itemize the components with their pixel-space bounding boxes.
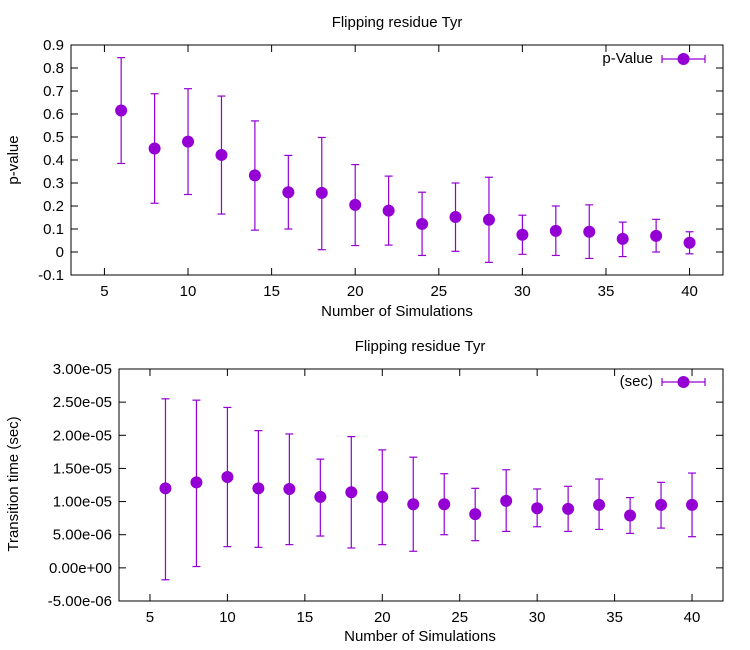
- data-point: [115, 104, 128, 117]
- chart-1-y-axis: -0.1 0 0.1 0.2 0.3 0.4 0.5 0.6 0.7 0.8 0.9: [38, 37, 723, 284]
- chart-2-legend-label: (sec): [620, 373, 653, 390]
- data-point: [215, 148, 228, 161]
- x-tick-label: 20: [374, 609, 391, 626]
- chart-p-value: Flipping residue Tyr -0.1 0 0.1 0.2 0.3 0.4 0.…: [5, 14, 724, 320]
- data-point: [182, 135, 195, 148]
- y-tick-label: 1.00e-05: [53, 494, 112, 511]
- data-point: [624, 509, 637, 522]
- x-tick-label: 40: [681, 283, 698, 300]
- y-tick-label: 0.6: [43, 106, 64, 123]
- data-point: [516, 228, 529, 241]
- data-point: [449, 211, 462, 224]
- x-tick-label: 5: [100, 283, 108, 300]
- data-point: [438, 498, 451, 511]
- data-point: [416, 217, 429, 230]
- x-tick-label: 30: [514, 283, 531, 300]
- y-tick-label: 0.1: [43, 221, 64, 238]
- y-tick-label: 5.00e-06: [53, 527, 112, 544]
- x-tick-label: 5: [146, 609, 154, 626]
- data-point: [562, 502, 575, 515]
- chart-1-legend-label: p-Value: [602, 50, 653, 67]
- x-tick-label: 10: [219, 609, 236, 626]
- y-tick-label: 2.50e-05: [53, 394, 112, 411]
- data-point: [248, 169, 261, 182]
- chart-2-x-axis-label: Number of Simulations: [344, 628, 496, 645]
- data-point: [531, 502, 544, 515]
- data-point: [655, 498, 668, 511]
- x-tick-label: 35: [598, 283, 615, 300]
- x-tick-label: 15: [263, 283, 280, 300]
- chart-2-y-axis: -5.00e-06 0.00e+00 5.00e-06 1.00e-05 1.50e-0…: [48, 361, 723, 610]
- data-point: [190, 476, 203, 489]
- y-tick-label: 0: [56, 244, 64, 261]
- data-point: [282, 186, 295, 199]
- chart-1-x-axis-label: Number of Simulations: [321, 303, 473, 320]
- x-tick-label: 40: [684, 609, 701, 626]
- data-point: [221, 471, 234, 484]
- data-point: [616, 232, 629, 245]
- chart-1-y-axis-label: p-value: [5, 135, 22, 184]
- y-tick-label: 0.9: [43, 37, 64, 54]
- y-tick-label: 2.00e-05: [53, 427, 112, 444]
- chart-1-legend-marker: [661, 53, 706, 65]
- data-point: [583, 225, 596, 238]
- data-point: [314, 490, 327, 503]
- chart-2-legend: (sec): [620, 373, 706, 390]
- x-tick-label: 15: [297, 609, 314, 626]
- data-point: [469, 508, 482, 521]
- y-tick-label: -0.1: [38, 267, 64, 284]
- y-tick-label: 0.7: [43, 83, 64, 100]
- data-point: [349, 198, 362, 211]
- y-tick-label: 3.00e-05: [53, 361, 112, 378]
- data-point: [407, 498, 420, 511]
- legend-point: [677, 53, 690, 65]
- y-tick-label: 0.5: [43, 129, 64, 146]
- chart-2-series-sec: [159, 398, 699, 581]
- x-tick-label: 30: [529, 609, 546, 626]
- y-tick-label: 0.4: [43, 152, 64, 169]
- y-tick-label: 0.00e+00: [49, 560, 112, 577]
- data-point: [315, 186, 328, 199]
- x-tick-label: 10: [180, 283, 197, 300]
- y-tick-label: 0.3: [43, 175, 64, 192]
- data-point: [252, 482, 265, 495]
- data-point: [376, 490, 389, 503]
- chart-2-legend-marker: [661, 376, 706, 388]
- legend-point: [677, 376, 690, 388]
- chart-2-x-axis: 5 10 15 20 25 30 35 40: [146, 369, 701, 626]
- data-point: [650, 229, 663, 242]
- data-point: [283, 482, 296, 495]
- data-point: [382, 204, 395, 217]
- x-tick-label: 25: [430, 283, 447, 300]
- chart-1-legend: p-Value: [602, 50, 706, 67]
- chart-1-title: Flipping residue Tyr: [332, 14, 463, 31]
- chart-transition-time: Flipping residue Tyr -5.00e-06 0.00e+00 5.…: [5, 338, 724, 645]
- y-tick-label: 0.8: [43, 60, 64, 77]
- y-tick-label: 0.2: [43, 198, 64, 215]
- x-tick-label: 35: [606, 609, 623, 626]
- data-point: [683, 236, 696, 249]
- chart-1-x-axis: 5 10 15 20 25 30 35 40: [100, 45, 698, 300]
- data-point: [500, 494, 513, 507]
- data-point: [345, 486, 358, 499]
- data-point: [482, 213, 495, 226]
- x-tick-label: 20: [347, 283, 364, 300]
- data-point: [593, 498, 606, 511]
- y-tick-label: -5.00e-06: [48, 593, 112, 610]
- data-point: [159, 482, 172, 495]
- chart-2-title: Flipping residue Tyr: [355, 338, 486, 355]
- data-point: [148, 142, 161, 155]
- data-point: [686, 498, 699, 511]
- data-point: [549, 224, 562, 237]
- chart-1-series-p-value: [115, 57, 696, 263]
- chart-2-plot-area: [118, 368, 724, 602]
- y-tick-label: 1.50e-05: [53, 460, 112, 477]
- x-tick-label: 25: [451, 609, 468, 626]
- chart-2-y-axis-label: Transition time (sec): [5, 416, 22, 551]
